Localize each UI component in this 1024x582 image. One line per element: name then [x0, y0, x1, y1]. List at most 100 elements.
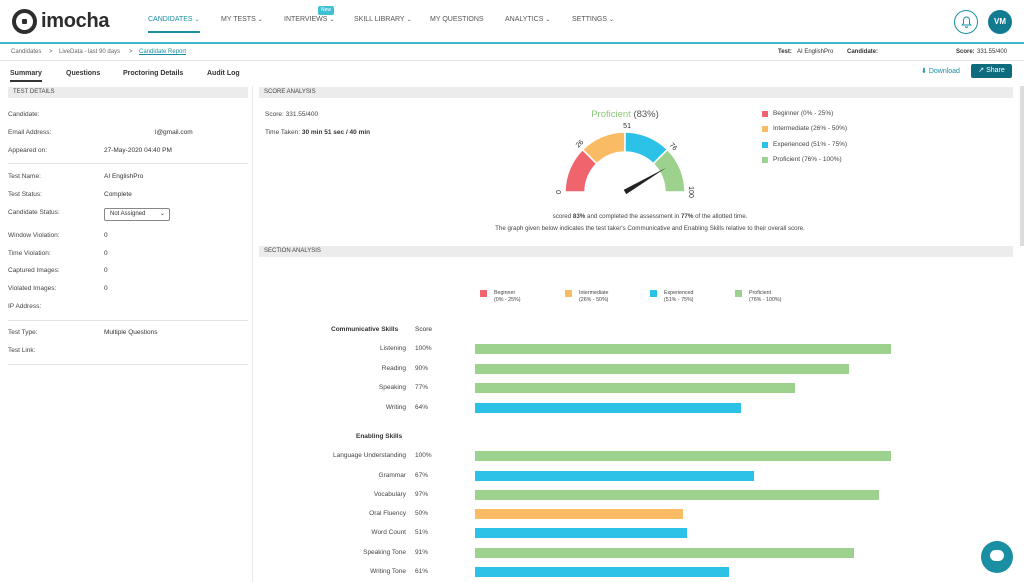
- share-button[interactable]: ↗ Share: [971, 64, 1012, 78]
- gauge-tick-label: 100: [687, 186, 694, 198]
- new-badge: New: [318, 6, 335, 15]
- chevron-down-icon: ⌄: [609, 17, 615, 23]
- skill-label: Oral Fluency: [369, 510, 406, 517]
- legend-intermediate-swatch: [762, 126, 768, 132]
- download-button[interactable]: ⬇ Download: [921, 68, 960, 75]
- panel-divider: [252, 86, 253, 582]
- share-icon: ↗: [978, 67, 987, 74]
- bell-icon[interactable]: [954, 10, 978, 34]
- skill-label: Word Count: [371, 529, 406, 536]
- breadcrumb-livedata[interactable]: LiveData - last 90 days: [59, 49, 121, 55]
- chevron-down-icon: ⌄: [545, 17, 551, 23]
- gauge-tick-label: 51: [623, 123, 631, 130]
- skill-score: 90%: [415, 365, 429, 372]
- report-tabs: Summary Questions Proctoring Details Aud…: [0, 66, 1024, 86]
- tab-summary[interactable]: Summary: [10, 70, 42, 82]
- time-taken-line: Time Taken: 30 min 51 sec / 40 min: [265, 129, 371, 136]
- header-score-value: 331.55/400: [977, 49, 1008, 55]
- skill-label: Speaking Tone: [363, 549, 406, 556]
- nav-settings[interactable]: SETTINGS ⌄: [572, 16, 615, 23]
- time-violation-label: Time Violation:: [8, 250, 51, 257]
- nav-analytics[interactable]: ANALYTICS ⌄: [505, 16, 551, 23]
- chevron-down-icon: ⌄: [329, 17, 335, 23]
- violated-images-label: Violated Images:: [8, 285, 57, 292]
- skill-bar: [475, 528, 688, 538]
- skill-label: Reading: [381, 365, 406, 372]
- skill-bar: [475, 548, 854, 558]
- breadcrumb-candidates[interactable]: Candidates: [11, 49, 42, 55]
- communicative-skills-heading: Communicative Skills: [331, 326, 399, 333]
- logo-text: imocha: [41, 10, 110, 32]
- candidate-label: Candidate:: [8, 111, 40, 118]
- section-analysis-heading: SECTION ANALYSIS: [259, 246, 1013, 257]
- nav-my-questions[interactable]: MY QUESTIONS: [430, 16, 484, 23]
- gauge-tick-label: 26: [575, 139, 586, 150]
- header-candidate-label: Candidate:: [847, 49, 879, 55]
- skill-score: 51%: [415, 529, 429, 536]
- tab-proctoring-details[interactable]: Proctoring Details: [123, 70, 184, 77]
- test-name-label: Test Name:: [8, 173, 41, 180]
- chat-icon[interactable]: [981, 541, 1013, 573]
- scrollbar[interactable]: [1020, 86, 1024, 246]
- skill-label: Listening: [379, 345, 406, 352]
- skill-label: Vocabulary: [373, 491, 406, 498]
- window-violation-label: Window Violation:: [8, 232, 60, 239]
- skill-label: Writing: [385, 404, 406, 411]
- gauge-needle: [623, 167, 667, 195]
- tab-audit-log[interactable]: Audit Log: [207, 70, 240, 77]
- header-score-label: Score:: [956, 49, 975, 55]
- section-legend-beginner: Beginner (0% - 25%): [494, 290, 521, 303]
- test-type-value: Multiple Questions: [104, 329, 158, 336]
- time-violation-value: 0: [104, 250, 108, 257]
- test-status-value: Complete: [104, 191, 132, 198]
- appeared-label: Appeared on:: [8, 147, 48, 154]
- skill-score: 64%: [415, 404, 429, 411]
- gauge-segment-proficient: [652, 148, 686, 193]
- breadcrumb-candidate-report[interactable]: Candidate Report: [139, 49, 187, 55]
- imocha-logo[interactable]: imocha: [12, 9, 110, 34]
- skill-label: Writing Tone: [370, 568, 406, 575]
- section-legend-proficient: Proficient (76% - 100%): [749, 290, 782, 303]
- skill-label: Language Understanding: [332, 452, 406, 459]
- legend-beginner-label: Beginner (0% - 25%): [773, 110, 834, 117]
- email-value: l@gmail.com: [155, 129, 193, 136]
- legend-experienced-label: Experienced (51% - 75%): [773, 141, 848, 148]
- candidate-status-label: Candidate Status:: [8, 209, 60, 216]
- skill-score: 50%: [415, 510, 429, 517]
- test-type-label: Test Type:: [8, 329, 38, 336]
- nav-skill-library[interactable]: SKILL LIBRARY ⌄: [354, 16, 412, 23]
- section-legend-experienced-swatch: [650, 290, 657, 297]
- skill-bar: [475, 403, 742, 413]
- score-analysis-heading: SCORE ANALYSIS: [259, 87, 1013, 98]
- nav-interviews[interactable]: INTERVIEWS ⌄ New: [284, 6, 335, 23]
- enabling-skills-heading: Enabling Skills: [356, 433, 403, 440]
- divider: [8, 320, 248, 321]
- nav-candidates[interactable]: CANDIDATES ⌄: [148, 13, 200, 33]
- download-icon: ⬇: [921, 68, 929, 75]
- legend-beginner-swatch: [762, 111, 768, 117]
- nav-my-tests[interactable]: MY TESTS ⌄: [221, 16, 263, 23]
- chevron-down-icon: ⌄: [257, 17, 263, 23]
- test-name-value: AI EnglishPro: [104, 173, 144, 180]
- skill-bar: [475, 364, 850, 374]
- skill-score: 100%: [415, 452, 432, 459]
- top-navigation: imocha CANDIDATES ⌄ MY TESTS ⌄ INTERVIEWS ⌄…: [0, 0, 1024, 44]
- section-legend-beginner-swatch: [480, 290, 487, 297]
- tab-questions[interactable]: Questions: [66, 70, 101, 77]
- breadcrumb-bar: Candidates > LiveData - last 90 days > C…: [0, 46, 1024, 60]
- user-avatar[interactable]: VM: [988, 10, 1012, 34]
- gauge-title: Proficient (83%): [560, 109, 690, 120]
- candidate-status-select[interactable]: Not Assigned ⌄: [104, 208, 170, 221]
- test-link-label: Test Link:: [8, 347, 36, 354]
- skill-bar: [475, 451, 891, 461]
- chevron-down-icon: ⌄: [406, 17, 412, 23]
- skill-label: Speaking: [378, 384, 406, 391]
- skill-score: 97%: [415, 491, 429, 498]
- test-details-heading: TEST DETAILS: [8, 87, 248, 98]
- skill-bar: [475, 471, 754, 481]
- breadcrumb-separator: >: [129, 49, 133, 55]
- divider: [0, 60, 1024, 61]
- skill-score: 91%: [415, 549, 429, 556]
- logo-mark-icon: [12, 9, 37, 34]
- skill-score: 77%: [415, 384, 429, 391]
